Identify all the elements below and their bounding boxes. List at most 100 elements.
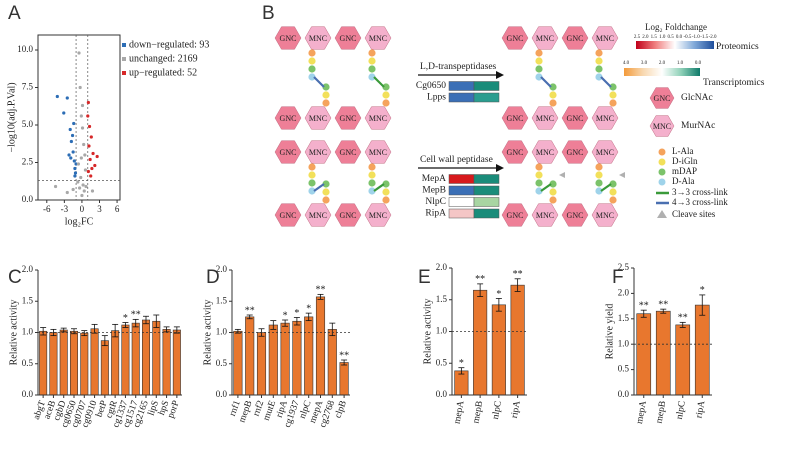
point xyxy=(67,153,71,157)
sugar-label: GNC xyxy=(340,34,357,43)
bar xyxy=(141,319,151,396)
sugar-hexagon xyxy=(561,140,589,164)
significance-label: * xyxy=(459,358,464,369)
sugar-label: GNC xyxy=(567,114,584,123)
legend-swatch xyxy=(122,57,126,61)
x-tick-label: lipS xyxy=(147,399,162,417)
sugar-hexagon xyxy=(334,106,362,130)
residue xyxy=(595,57,603,65)
significance-label: ** xyxy=(245,305,255,316)
x-tick-label: -6 xyxy=(43,204,51,214)
sugar-label: GNC xyxy=(507,211,524,220)
sugar-hexagon xyxy=(501,106,529,130)
y-tick-label: 0.0 xyxy=(22,194,34,204)
residue xyxy=(595,65,603,73)
sugar-label: GNC xyxy=(507,148,524,157)
sugar-hexagon xyxy=(649,115,675,137)
y-tick-label: 7.5 xyxy=(22,82,34,92)
point xyxy=(70,133,75,138)
y-tick-label: 0.0 xyxy=(436,389,448,399)
sugar-label: GNC xyxy=(280,114,297,123)
point xyxy=(65,96,69,100)
y-tick-label: 1.0 xyxy=(618,338,630,348)
y-tick-label: 1.5 xyxy=(618,313,630,323)
colorbar-tick: 1.0 xyxy=(677,61,684,66)
bar xyxy=(315,296,326,396)
point xyxy=(65,190,69,195)
sugar-label: MNC xyxy=(596,148,614,157)
y-tick-label: 0.5 xyxy=(618,364,630,374)
cleave-site xyxy=(559,172,565,178)
x-axis-label: log₂FC xyxy=(65,216,94,227)
sugar-label: MNC xyxy=(536,114,554,123)
legend-label: down−regulated: 93 xyxy=(129,39,209,50)
residue xyxy=(382,91,390,99)
residue xyxy=(595,73,603,81)
sugar-hexagon xyxy=(531,26,559,50)
significance-label: ** xyxy=(475,274,485,285)
y-axis-label: Relative activity xyxy=(8,300,19,366)
colorbar-tick: 1.5 xyxy=(651,35,658,40)
colorbar xyxy=(636,41,714,49)
colorbar-tick: -1.5 xyxy=(700,35,708,40)
legend-label: L-Ala xyxy=(672,146,694,156)
gene-cell xyxy=(448,197,475,207)
arrow-head xyxy=(496,164,504,172)
significance-label: ** xyxy=(339,350,349,361)
point xyxy=(90,189,95,193)
residue xyxy=(609,188,617,196)
sugar-hexagon xyxy=(364,106,392,130)
sugar-label: GNC xyxy=(340,148,357,157)
gene-cell xyxy=(448,174,475,184)
gene-cell xyxy=(473,197,500,207)
panel-label: E xyxy=(418,267,431,288)
sugar-label: GNC xyxy=(567,34,584,43)
x-tick-label: mepA xyxy=(635,400,649,425)
residue xyxy=(609,196,617,204)
point xyxy=(86,169,90,174)
residue xyxy=(308,179,316,187)
point xyxy=(79,156,83,160)
legend-label: GlcNAc xyxy=(681,93,713,103)
residue xyxy=(322,196,330,204)
gene-cell xyxy=(448,92,475,103)
colorbar-tick: -2.0 xyxy=(709,35,717,40)
sugar-hexagon xyxy=(591,203,619,227)
sugar-label: MNC xyxy=(369,34,387,43)
point xyxy=(53,184,58,189)
bar xyxy=(304,316,314,396)
sugar-hexagon xyxy=(274,140,302,164)
point xyxy=(77,51,81,55)
cross-link xyxy=(313,76,325,88)
bar xyxy=(268,324,278,396)
residue xyxy=(549,91,557,99)
residue xyxy=(308,163,316,171)
y-tick-label: 2.0 xyxy=(22,264,34,274)
residue xyxy=(609,83,617,91)
legend-label: mDAP xyxy=(672,166,697,176)
cross-link xyxy=(540,76,552,88)
bar xyxy=(675,324,691,396)
y-axis-label: Relative yield xyxy=(604,304,615,360)
residue xyxy=(382,196,390,204)
bar xyxy=(69,330,79,396)
residue xyxy=(549,180,557,188)
gene-cell xyxy=(448,81,475,91)
y-tick-label: 2.0 xyxy=(436,262,448,272)
plot-frame xyxy=(37,34,121,201)
y-tick-label: 0.5 xyxy=(22,358,34,368)
residue xyxy=(535,73,543,81)
legend-label: 4→3 cross-link xyxy=(672,197,728,207)
point xyxy=(78,85,82,90)
residue xyxy=(549,83,557,91)
legend-swatch xyxy=(122,71,126,75)
residue xyxy=(368,57,376,65)
point xyxy=(73,174,77,178)
residue xyxy=(549,188,557,196)
bar xyxy=(162,329,171,396)
point xyxy=(68,127,72,132)
y-tick-label: 5.0 xyxy=(22,119,34,129)
gene-cell xyxy=(473,92,500,103)
cross-link xyxy=(373,183,385,192)
y-tick-label: 1.0 xyxy=(436,326,448,336)
